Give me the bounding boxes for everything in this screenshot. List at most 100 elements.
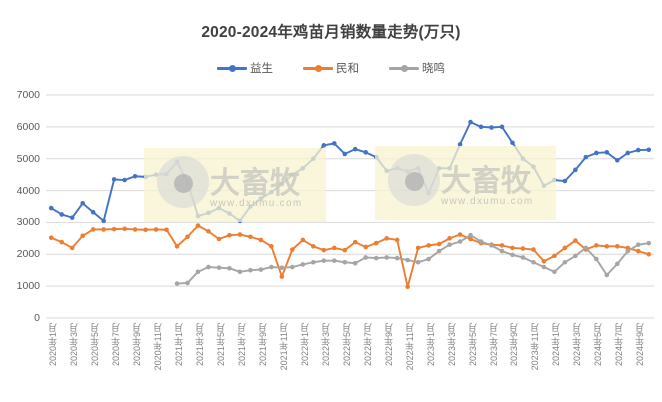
data-point[interactable]	[573, 238, 578, 243]
data-point[interactable]	[573, 253, 578, 259]
data-point[interactable]	[206, 264, 211, 270]
data-point[interactable]	[195, 269, 201, 275]
data-point[interactable]	[185, 280, 190, 286]
data-point[interactable]	[615, 158, 620, 163]
data-point[interactable]	[552, 253, 557, 259]
data-point[interactable]	[300, 262, 306, 267]
data-point[interactable]	[457, 239, 463, 244]
data-point[interactable]	[635, 147, 641, 153]
data-point[interactable]	[552, 269, 557, 275]
data-point[interactable]	[321, 143, 327, 148]
data-point[interactable]	[59, 239, 65, 245]
data-point[interactable]	[426, 256, 431, 262]
data-point[interactable]	[122, 177, 127, 183]
data-point[interactable]	[489, 125, 494, 130]
data-point[interactable]	[594, 256, 599, 262]
data-point[interactable]	[373, 240, 379, 246]
data-point[interactable]	[457, 232, 463, 237]
data-point[interactable]	[321, 258, 327, 263]
data-point[interactable]	[206, 229, 211, 234]
data-point[interactable]	[415, 245, 421, 251]
data-point[interactable]	[248, 234, 253, 240]
data-point[interactable]	[363, 150, 369, 155]
data-point[interactable]	[111, 177, 117, 182]
data-point[interactable]	[363, 244, 369, 250]
data-point[interactable]	[227, 232, 232, 238]
data-point[interactable]	[331, 258, 337, 263]
data-point[interactable]	[237, 269, 243, 275]
data-point[interactable]	[80, 201, 85, 206]
data-point[interactable]	[311, 244, 316, 249]
data-point[interactable]	[615, 261, 620, 267]
data-point[interactable]	[562, 259, 568, 265]
legend-item-益生[interactable]: 益生	[217, 60, 273, 76]
data-point[interactable]	[468, 119, 473, 125]
data-point[interactable]	[541, 258, 547, 264]
data-point[interactable]	[447, 242, 452, 248]
data-point[interactable]	[531, 259, 536, 265]
data-point[interactable]	[132, 173, 138, 179]
data-point[interactable]	[342, 151, 348, 157]
data-point[interactable]	[499, 124, 505, 130]
data-point[interactable]	[48, 235, 54, 241]
data-point[interactable]	[258, 267, 264, 272]
data-point[interactable]	[342, 259, 348, 265]
data-point[interactable]	[436, 248, 442, 254]
data-point[interactable]	[646, 251, 652, 257]
data-point[interactable]	[541, 264, 547, 270]
data-point[interactable]	[625, 248, 631, 254]
data-point[interactable]	[122, 226, 127, 232]
data-point[interactable]	[174, 244, 180, 249]
data-point[interactable]	[646, 147, 652, 153]
data-point[interactable]	[352, 146, 358, 152]
data-point[interactable]	[269, 264, 274, 270]
data-point[interactable]	[59, 212, 65, 217]
data-point[interactable]	[363, 255, 369, 260]
data-point[interactable]	[436, 241, 442, 247]
data-point[interactable]	[489, 243, 494, 248]
data-point[interactable]	[405, 284, 410, 290]
data-point[interactable]	[499, 243, 505, 248]
data-point[interactable]	[311, 259, 316, 265]
data-point[interactable]	[625, 245, 631, 251]
data-point[interactable]	[615, 244, 620, 249]
data-point[interactable]	[415, 259, 421, 265]
legend-item-民和[interactable]: 民和	[303, 60, 359, 76]
data-point[interactable]	[111, 226, 117, 232]
data-point[interactable]	[468, 232, 473, 238]
data-point[interactable]	[164, 227, 169, 233]
data-point[interactable]	[468, 236, 473, 242]
data-point[interactable]	[185, 234, 190, 240]
data-point[interactable]	[174, 281, 180, 286]
data-point[interactable]	[321, 247, 327, 253]
data-point[interactable]	[646, 240, 652, 246]
data-point[interactable]	[195, 223, 201, 228]
data-point[interactable]	[447, 236, 452, 241]
data-point[interactable]	[520, 255, 526, 260]
data-point[interactable]	[594, 243, 599, 248]
data-point[interactable]	[269, 244, 274, 249]
data-point[interactable]	[583, 154, 589, 160]
data-point[interactable]	[80, 233, 85, 239]
data-point[interactable]	[562, 245, 568, 251]
legend-item-晓鸣[interactable]: 晓鸣	[389, 60, 445, 76]
data-point[interactable]	[101, 218, 106, 224]
data-point[interactable]	[331, 141, 337, 146]
data-point[interactable]	[384, 236, 389, 241]
data-point[interactable]	[90, 227, 96, 232]
data-point[interactable]	[153, 227, 159, 232]
data-point[interactable]	[510, 245, 515, 251]
data-point[interactable]	[48, 205, 54, 211]
data-point[interactable]	[394, 255, 400, 261]
data-point[interactable]	[531, 247, 536, 252]
data-point[interactable]	[352, 239, 358, 245]
data-point[interactable]	[625, 150, 631, 156]
data-point[interactable]	[594, 150, 599, 156]
data-point[interactable]	[405, 257, 410, 263]
data-point[interactable]	[426, 243, 431, 248]
data-point[interactable]	[635, 242, 641, 248]
data-point[interactable]	[562, 178, 568, 184]
data-point[interactable]	[279, 274, 285, 279]
data-point[interactable]	[258, 237, 264, 243]
data-point[interactable]	[384, 255, 389, 260]
